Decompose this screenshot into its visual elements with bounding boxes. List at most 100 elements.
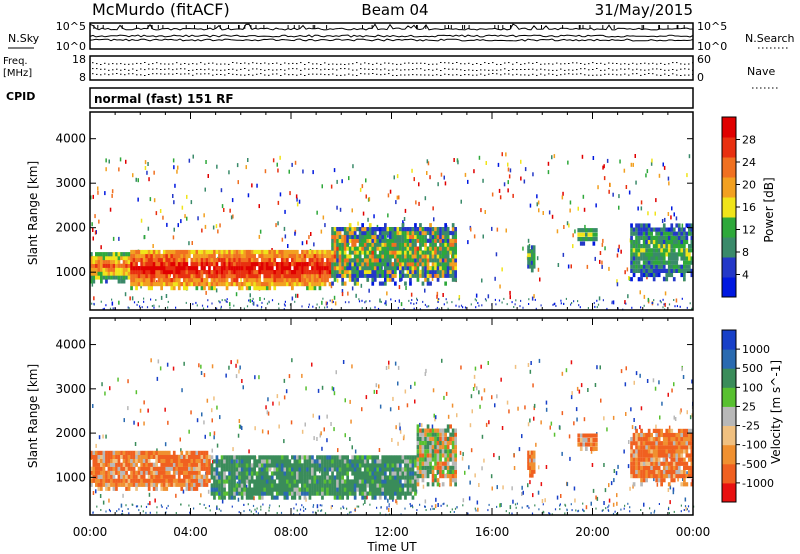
- echo-cell: [152, 470, 156, 475]
- echo-cell: [95, 462, 98, 467]
- echo-cell: [130, 278, 133, 283]
- echo-cell: [215, 249, 219, 255]
- echo-cell: [293, 471, 297, 476]
- echo-cell: [296, 270, 299, 275]
- echo-cell: [90, 275, 93, 280]
- echo-cell: [183, 249, 186, 255]
- echo-cell: [228, 467, 231, 472]
- echo-cell: [270, 459, 274, 464]
- echo-cell: [411, 269, 415, 274]
- freq-dot: [116, 73, 118, 74]
- echo-cell: [690, 231, 694, 236]
- echo-cell: [97, 450, 101, 455]
- echo-cell: [396, 242, 400, 247]
- scatter-echo: [310, 232, 312, 236]
- echo-cell: [275, 274, 279, 279]
- freq-axis-top: 18: [72, 53, 86, 66]
- echo-cell: [193, 482, 196, 487]
- echo-cell: [205, 278, 209, 283]
- freq-dot: [196, 69, 198, 70]
- echo-cell: [308, 475, 312, 480]
- echo-cell: [579, 237, 583, 242]
- freq-dot: [340, 74, 342, 76]
- echo-cell: [331, 238, 334, 243]
- freq-dot: [304, 75, 306, 76]
- echo-cell: [348, 487, 352, 492]
- echo-cell: [132, 458, 136, 463]
- scatter-echo: [216, 164, 218, 169]
- echo-cell: [333, 273, 337, 278]
- echo-cell: [293, 253, 297, 259]
- ground-speckle: [687, 505, 690, 508]
- echo-cell: [293, 278, 297, 283]
- echo-cell: [225, 475, 229, 480]
- echo-cell: [311, 274, 314, 279]
- echo-cell: [414, 246, 417, 251]
- echo-cell: [635, 227, 638, 232]
- echo-cell: [318, 467, 322, 472]
- echo-cell: [662, 268, 666, 273]
- echo-cell: [436, 238, 440, 243]
- echo-cell: [167, 249, 171, 255]
- scatter-echo: [387, 193, 390, 198]
- echo-cell: [230, 487, 234, 492]
- scatter-echo: [447, 414, 450, 419]
- echo-cell: [454, 262, 457, 267]
- freq-dot: [392, 69, 394, 71]
- echo-cell: [291, 270, 294, 275]
- echo-cell: [326, 491, 329, 496]
- scatter-echo: [643, 502, 645, 507]
- echo-cell: [366, 234, 370, 239]
- echo-cell: [152, 486, 156, 491]
- ground-speckle: [548, 512, 550, 514]
- echo-cell: [175, 270, 179, 275]
- echo-cell: [162, 450, 166, 455]
- echo-cell: [112, 271, 116, 276]
- echo-cell: [240, 479, 244, 484]
- scatter-echo: [618, 205, 620, 210]
- scatter-echo: [623, 168, 626, 173]
- echo-cell: [454, 227, 457, 232]
- echo-cell: [378, 269, 382, 274]
- freq-dot: [396, 68, 398, 70]
- scatter-echo: [606, 158, 609, 163]
- echo-cell: [200, 462, 204, 467]
- scatter-echo: [172, 235, 175, 240]
- echo-cell: [175, 253, 179, 259]
- freq-dot: [140, 63, 142, 65]
- scatter-echo: [361, 407, 363, 412]
- echo-cell: [162, 257, 166, 263]
- echo-cell: [431, 227, 435, 232]
- freq-dot: [168, 73, 170, 75]
- echo-cell: [140, 270, 143, 275]
- echo-cell: [384, 223, 387, 228]
- echo-cell: [657, 227, 661, 232]
- echo-cell: [348, 273, 352, 278]
- echo-cell: [361, 258, 364, 263]
- echo-cell: [210, 253, 214, 259]
- echo-cell: [213, 282, 216, 287]
- ground-speckle: [308, 303, 310, 306]
- ground-speckle: [156, 511, 158, 514]
- ground-speckle: [248, 299, 250, 302]
- echo-cell: [115, 478, 118, 483]
- freq-dot: [268, 74, 270, 76]
- echo-cell: [270, 491, 274, 496]
- echo-cell: [102, 478, 106, 483]
- echo-cell: [185, 486, 189, 491]
- echo-cell: [215, 467, 219, 472]
- echo-cell: [401, 227, 405, 232]
- scatter-echo: [308, 235, 310, 240]
- echo-cell: [373, 495, 377, 500]
- freq-dot: [200, 62, 202, 64]
- echo-cell: [278, 270, 282, 275]
- scatter-echo: [397, 441, 399, 446]
- scatter-echo: [264, 169, 267, 174]
- scatter-echo: [166, 362, 169, 367]
- echo-cell: [291, 467, 294, 472]
- freq-dot: [656, 74, 658, 76]
- echo-cell: [328, 479, 332, 484]
- ground-speckle: [629, 506, 631, 509]
- echo-cell: [117, 263, 121, 268]
- echo-cell: [255, 286, 259, 291]
